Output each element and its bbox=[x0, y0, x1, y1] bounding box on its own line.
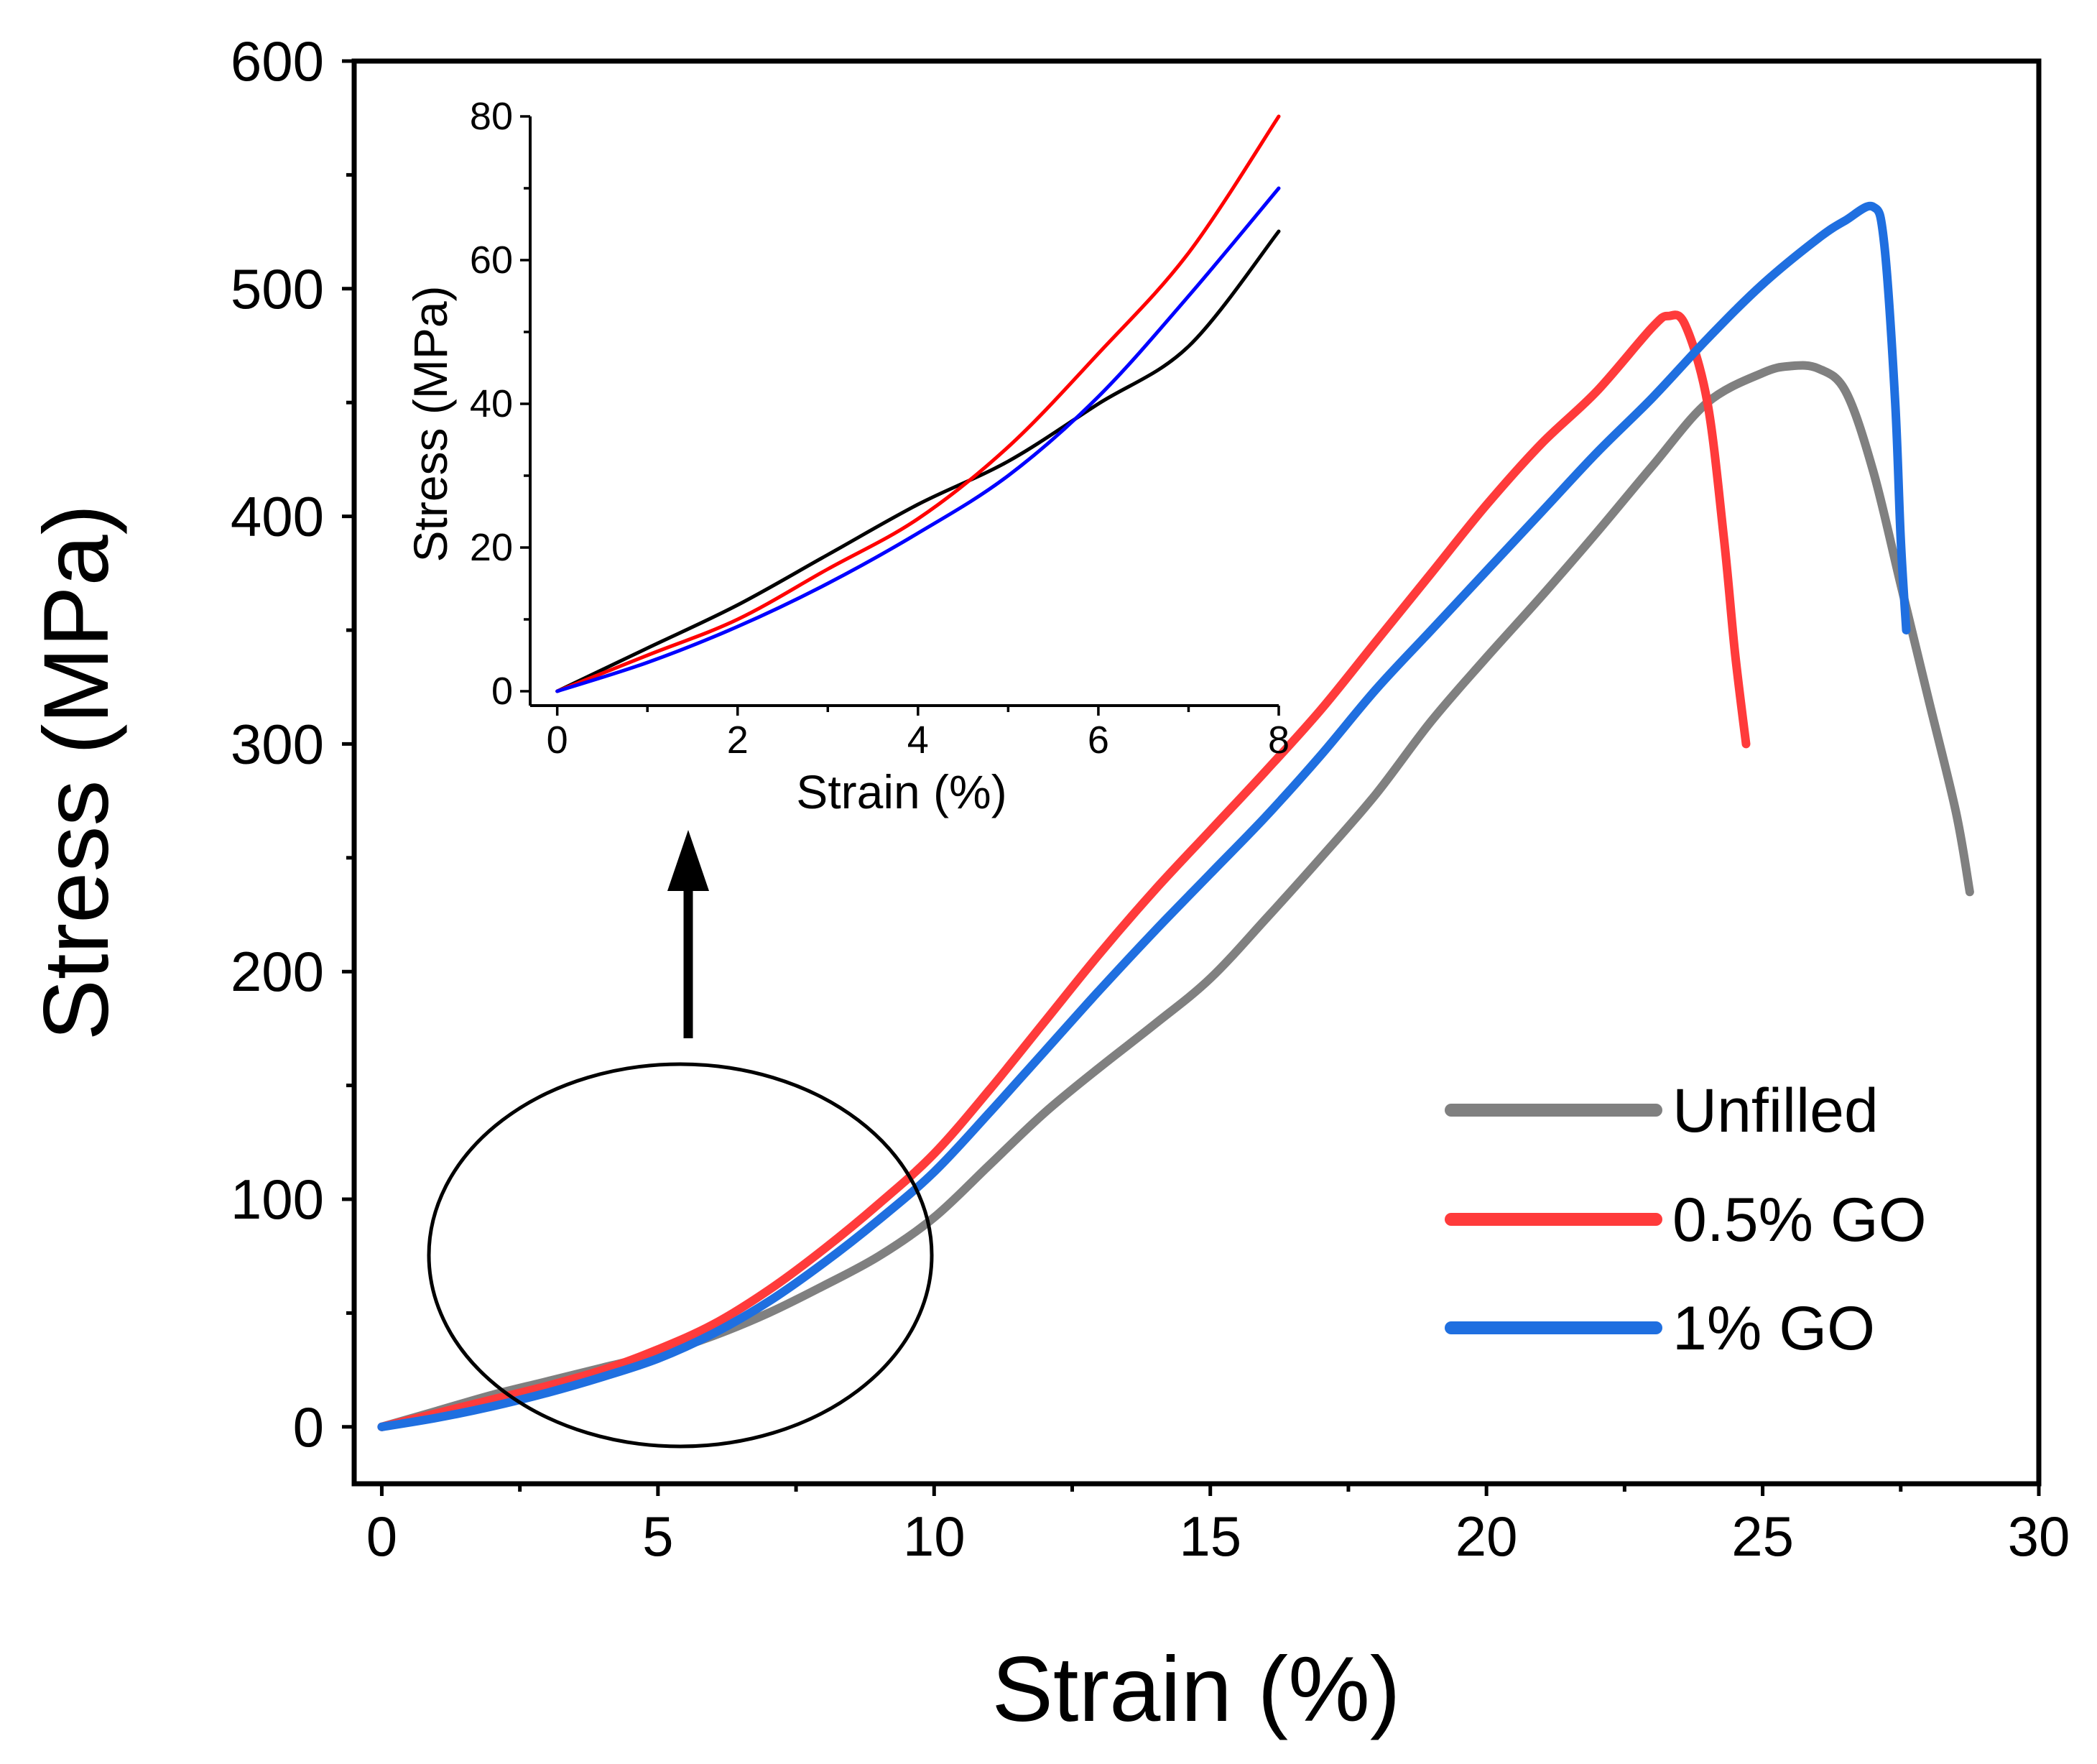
main-x-tick-label: 15 bbox=[1179, 1505, 1241, 1568]
inset-x-tick-label: 6 bbox=[1088, 719, 1109, 762]
inset-x-tick-label: 0 bbox=[547, 719, 568, 762]
main-x-tick-label: 0 bbox=[366, 1505, 397, 1568]
main-x-tick-label: 10 bbox=[903, 1505, 966, 1568]
inset-line-series-3 bbox=[555, 186, 1281, 693]
inset-y-tick-label: 0 bbox=[491, 670, 513, 713]
inset-y-tick-label: 60 bbox=[470, 239, 513, 282]
inset-x-tick-label: 2 bbox=[727, 719, 749, 762]
legend: Unfilled 0.5% GO 1% GO bbox=[1445, 1076, 1927, 1363]
inset-x-tick-label: 8 bbox=[1268, 719, 1290, 762]
zoom-region-ellipse bbox=[427, 1062, 934, 1449]
main-x-tick-label: 25 bbox=[1731, 1505, 1794, 1568]
main-x-axis-title: Strain (%) bbox=[992, 1638, 1401, 1741]
legend-label-1-go: 1% GO bbox=[1672, 1294, 1875, 1363]
main-y-tick-label: 300 bbox=[231, 712, 324, 775]
main-x-tick-label: 30 bbox=[2008, 1505, 2070, 1568]
main-series-group bbox=[377, 201, 1974, 1431]
inset-y-tick-label: 20 bbox=[470, 526, 513, 569]
main-line-0-5-go bbox=[377, 310, 1751, 1431]
inset-line-series-2 bbox=[555, 114, 1281, 693]
inset-y-axis-title: Stress (MPa) bbox=[404, 285, 457, 562]
inset-y-tick-label: 80 bbox=[470, 95, 513, 138]
inset-series-group bbox=[555, 114, 1281, 693]
main-y-tick-label: 500 bbox=[231, 257, 324, 320]
main-plot-frame bbox=[351, 58, 2042, 1487]
main-line-unfilled bbox=[377, 361, 1974, 1431]
legend-label-unfilled: Unfilled bbox=[1672, 1076, 1879, 1145]
legend-label-0-5-go: 0.5% GO bbox=[1672, 1186, 1927, 1255]
inset-line-series-1 bbox=[555, 229, 1281, 693]
main-y-tick-label: 600 bbox=[231, 29, 324, 93]
main-y-tick-label: 400 bbox=[231, 485, 324, 548]
inset-y-tick-label: 40 bbox=[470, 382, 513, 425]
main-y-tick-label: 100 bbox=[231, 1168, 324, 1231]
main-x-tick-label: 20 bbox=[1455, 1505, 1518, 1568]
main-y-tick-label: 0 bbox=[293, 1395, 324, 1459]
inset-x-tick-label: 4 bbox=[907, 719, 929, 762]
main-x-tick-label: 5 bbox=[642, 1505, 673, 1568]
legend-item-1-go: 1% GO bbox=[1445, 1294, 1875, 1363]
legend-item-unfilled: Unfilled bbox=[1445, 1076, 1879, 1145]
inset-x-axis-title: Strain (%) bbox=[796, 765, 1006, 818]
main-y-tick-label: 200 bbox=[231, 940, 324, 1003]
main-line-1-go bbox=[377, 201, 1911, 1431]
legend-item-0-5-go: 0.5% GO bbox=[1445, 1186, 1927, 1255]
zoom-arrow-head bbox=[667, 830, 709, 891]
main-y-axis-title: Stress (MPa) bbox=[25, 504, 128, 1041]
